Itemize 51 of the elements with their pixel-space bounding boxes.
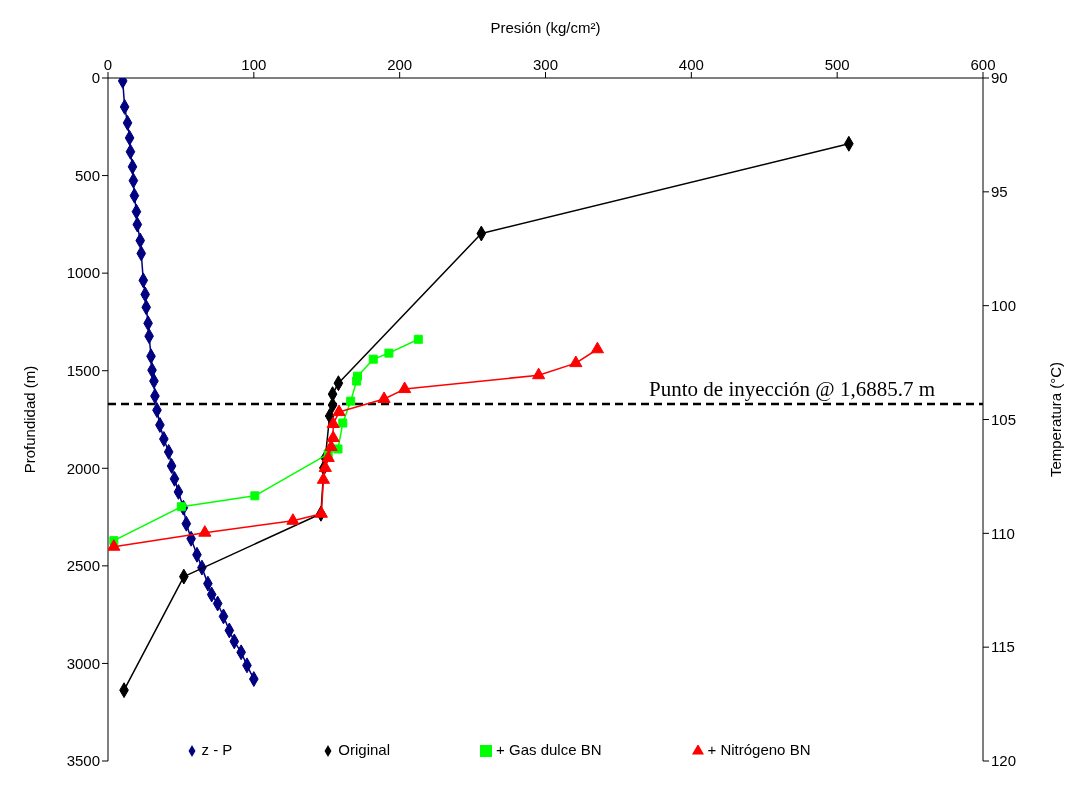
x-tick-label: 0 — [103, 56, 113, 73]
legend-label: Original — [338, 741, 391, 758]
y-tick-label: 1000 — [66, 264, 100, 282]
point — [318, 460, 332, 472]
point — [398, 381, 412, 394]
point — [352, 376, 362, 386]
legend-label: z - P — [201, 741, 233, 758]
point — [332, 404, 346, 417]
y-tick-label: 0 — [91, 69, 100, 87]
ref-line-label: Punto de inyección @ 1,6885.7 m — [649, 376, 935, 401]
x-tick-label: 500 — [824, 56, 850, 73]
point — [338, 418, 348, 428]
y-tick-label: 1500 — [66, 362, 100, 380]
point — [569, 355, 583, 368]
y-axis-title: Profundidad (m) — [21, 365, 39, 474]
point — [326, 430, 340, 443]
y2-tick-label: 105 — [991, 410, 1017, 428]
x-tick-label: 200 — [387, 56, 413, 73]
x-tick-label: 400 — [678, 56, 704, 73]
y2-tick-label: 115 — [991, 638, 1015, 656]
point — [314, 506, 328, 518]
point — [368, 354, 378, 364]
x-axis-title: Presión (kg/cm²) — [490, 18, 601, 36]
point — [108, 539, 121, 551]
point — [286, 513, 300, 525]
point — [532, 367, 546, 380]
point — [346, 396, 356, 406]
y-tick-label: 2500 — [66, 557, 100, 575]
y2-tick-label: 120 — [991, 752, 1017, 770]
y-tick-label: 2000 — [66, 459, 100, 477]
point — [316, 472, 330, 484]
point — [384, 348, 394, 358]
y2-tick-label: 95 — [991, 183, 1008, 201]
point — [324, 439, 338, 452]
legend-label: + Nitrógeno BN — [707, 741, 811, 758]
point — [377, 391, 391, 404]
x-tick-label: 300 — [532, 56, 559, 73]
y2-axis-title: Temperatura (°C) — [1047, 361, 1065, 478]
legend-label: + Gas dulce BN — [496, 741, 602, 758]
point — [250, 491, 260, 501]
point — [176, 502, 186, 512]
y-tick-label: 3500 — [66, 752, 100, 770]
point — [590, 341, 604, 354]
y-tick-label: 500 — [74, 166, 100, 184]
y2-tick-label: 110 — [991, 524, 1015, 542]
point — [413, 334, 423, 344]
point — [198, 525, 212, 537]
y2-tick-label: 100 — [991, 296, 1017, 314]
y-tick-label: 3000 — [66, 654, 100, 672]
point — [326, 416, 340, 428]
x-tick-label: 100 — [241, 56, 267, 73]
